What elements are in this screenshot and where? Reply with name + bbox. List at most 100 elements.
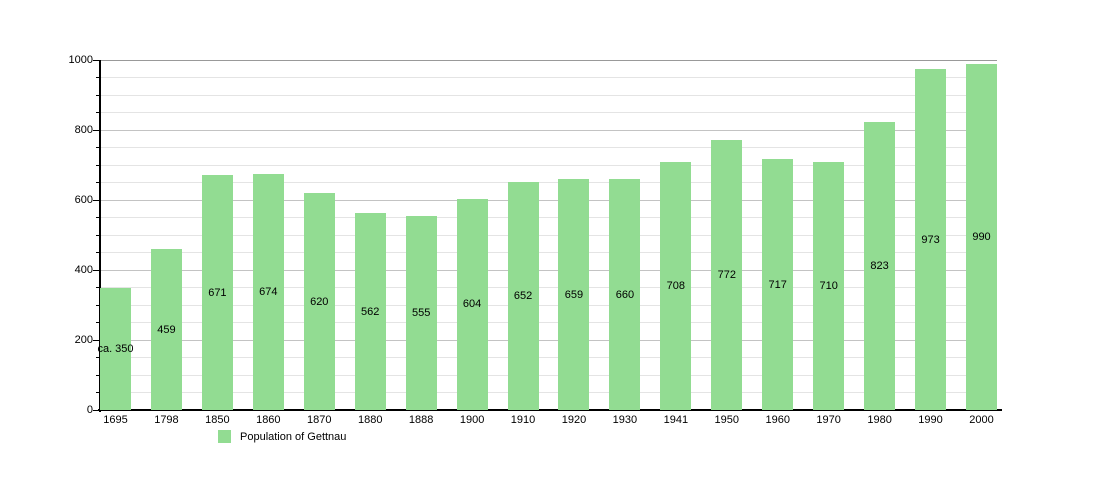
bar-1920 <box>558 179 590 410</box>
y-axis-tick <box>96 217 100 218</box>
gridline-minor <box>100 392 997 393</box>
bar-value-label: 555 <box>411 306 431 319</box>
x-axis-label: 1798 <box>154 414 179 426</box>
bar-1980 <box>864 121 896 410</box>
gridline-major <box>100 269 997 271</box>
y-axis-tick <box>96 147 100 148</box>
y-axis-label: 600 <box>74 194 93 206</box>
bar-value-label: 708 <box>666 280 686 293</box>
gridline-major <box>100 339 997 341</box>
gridline-minor <box>100 252 997 253</box>
y-axis-tick <box>96 287 100 288</box>
x-axis-line <box>98 409 1002 411</box>
x-axis-label: 1930 <box>612 414 638 426</box>
gridline-minor <box>100 287 997 288</box>
x-axis-label: 1960 <box>765 414 790 426</box>
legend-color-swatch <box>218 430 231 443</box>
y-axis-tick <box>96 357 100 358</box>
gridline-major <box>100 199 997 201</box>
gridline-minor <box>100 374 997 376</box>
x-axis-label: 1850 <box>205 414 230 426</box>
y-axis-tick <box>96 322 100 323</box>
gridline-major <box>100 129 997 131</box>
bar-value-label: 620 <box>310 295 329 308</box>
y-axis-tick <box>96 182 100 183</box>
x-axis-label: 1920 <box>561 414 587 426</box>
x-axis-label: 2000 <box>969 414 994 426</box>
bar-1990 <box>915 69 947 410</box>
gridline-minor <box>100 217 997 218</box>
bar-value-label: 772 <box>717 268 736 281</box>
bar-1695 <box>100 287 131 410</box>
y-axis-tick <box>96 94 100 96</box>
legend: Population of Gettnau <box>218 430 346 443</box>
bar-value-label: 823 <box>870 259 889 272</box>
gridline-minor <box>100 304 997 306</box>
bar-value-label: 604 <box>462 298 482 311</box>
x-axis-label: 1990 <box>918 414 943 426</box>
y-axis-tick <box>93 409 100 411</box>
bar-1900 <box>456 198 488 410</box>
y-axis-tick <box>93 129 100 131</box>
bar-value-label: 674 <box>259 286 278 299</box>
y-axis-label: 1000 <box>68 54 93 66</box>
y-axis-tick <box>93 199 100 201</box>
y-axis-tick <box>93 59 100 61</box>
bar-1880 <box>354 213 386 410</box>
bar-1970 <box>813 161 845 410</box>
gridline-minor <box>100 147 997 148</box>
gridline-minor <box>100 94 997 96</box>
x-axis-label: 1980 <box>867 414 892 426</box>
bar-value-label: 973 <box>921 233 940 246</box>
y-axis-tick <box>96 392 100 393</box>
bar-1860 <box>252 174 284 410</box>
bar-value-label: 710 <box>819 279 838 292</box>
bar-value-label: 660 <box>615 288 635 301</box>
bar-value-label: 459 <box>157 323 176 336</box>
gridline-minor <box>100 322 997 323</box>
x-axis-label: 1900 <box>459 414 485 426</box>
x-axis-label: 1860 <box>256 414 281 426</box>
y-axis-tick <box>96 112 100 113</box>
bar-value-label: 671 <box>208 286 227 299</box>
y-axis-tick <box>93 269 100 271</box>
y-axis-tick <box>96 234 100 236</box>
gridline-minor <box>100 112 997 113</box>
gridline-minor <box>100 357 997 358</box>
y-axis-tick <box>96 164 100 166</box>
x-axis-label: 1880 <box>357 414 383 426</box>
bar-value-label: 652 <box>513 289 533 302</box>
bar-1960 <box>762 159 794 410</box>
bar-1850 <box>201 175 233 410</box>
x-axis-label: 1888 <box>408 414 434 426</box>
bar-value-label: ca. 350 <box>97 342 134 355</box>
bar-1941 <box>660 162 692 410</box>
bar-1930 <box>609 179 641 410</box>
bar-1888 <box>405 215 437 410</box>
bar-value-label: 990 <box>972 230 991 243</box>
gridline-major <box>100 59 997 61</box>
gridline-minor <box>100 77 997 78</box>
gridline-minor <box>100 234 997 236</box>
x-axis-label: 1950 <box>714 414 740 426</box>
gridline-minor <box>100 182 997 183</box>
bar-value-label: 562 <box>361 305 380 318</box>
y-axis-tick <box>96 304 100 306</box>
y-axis-tick <box>96 77 100 78</box>
gridline-minor <box>100 164 997 166</box>
y-axis-label: 800 <box>74 124 93 136</box>
y-axis-label: 0 <box>86 404 93 416</box>
bar-value-label: 659 <box>564 288 584 301</box>
bar-value-label: 717 <box>768 278 787 291</box>
y-axis-tick <box>96 374 100 376</box>
y-axis-label: 400 <box>74 264 93 276</box>
legend-label: Population of Gettnau <box>240 430 347 443</box>
x-axis-label: 1970 <box>816 414 841 426</box>
y-axis-tick <box>93 339 100 341</box>
bar-1950 <box>711 139 743 410</box>
bar-2000 <box>966 63 997 410</box>
y-axis-tick <box>96 252 100 253</box>
y-axis-line <box>99 60 101 412</box>
bar-1910 <box>507 181 539 410</box>
